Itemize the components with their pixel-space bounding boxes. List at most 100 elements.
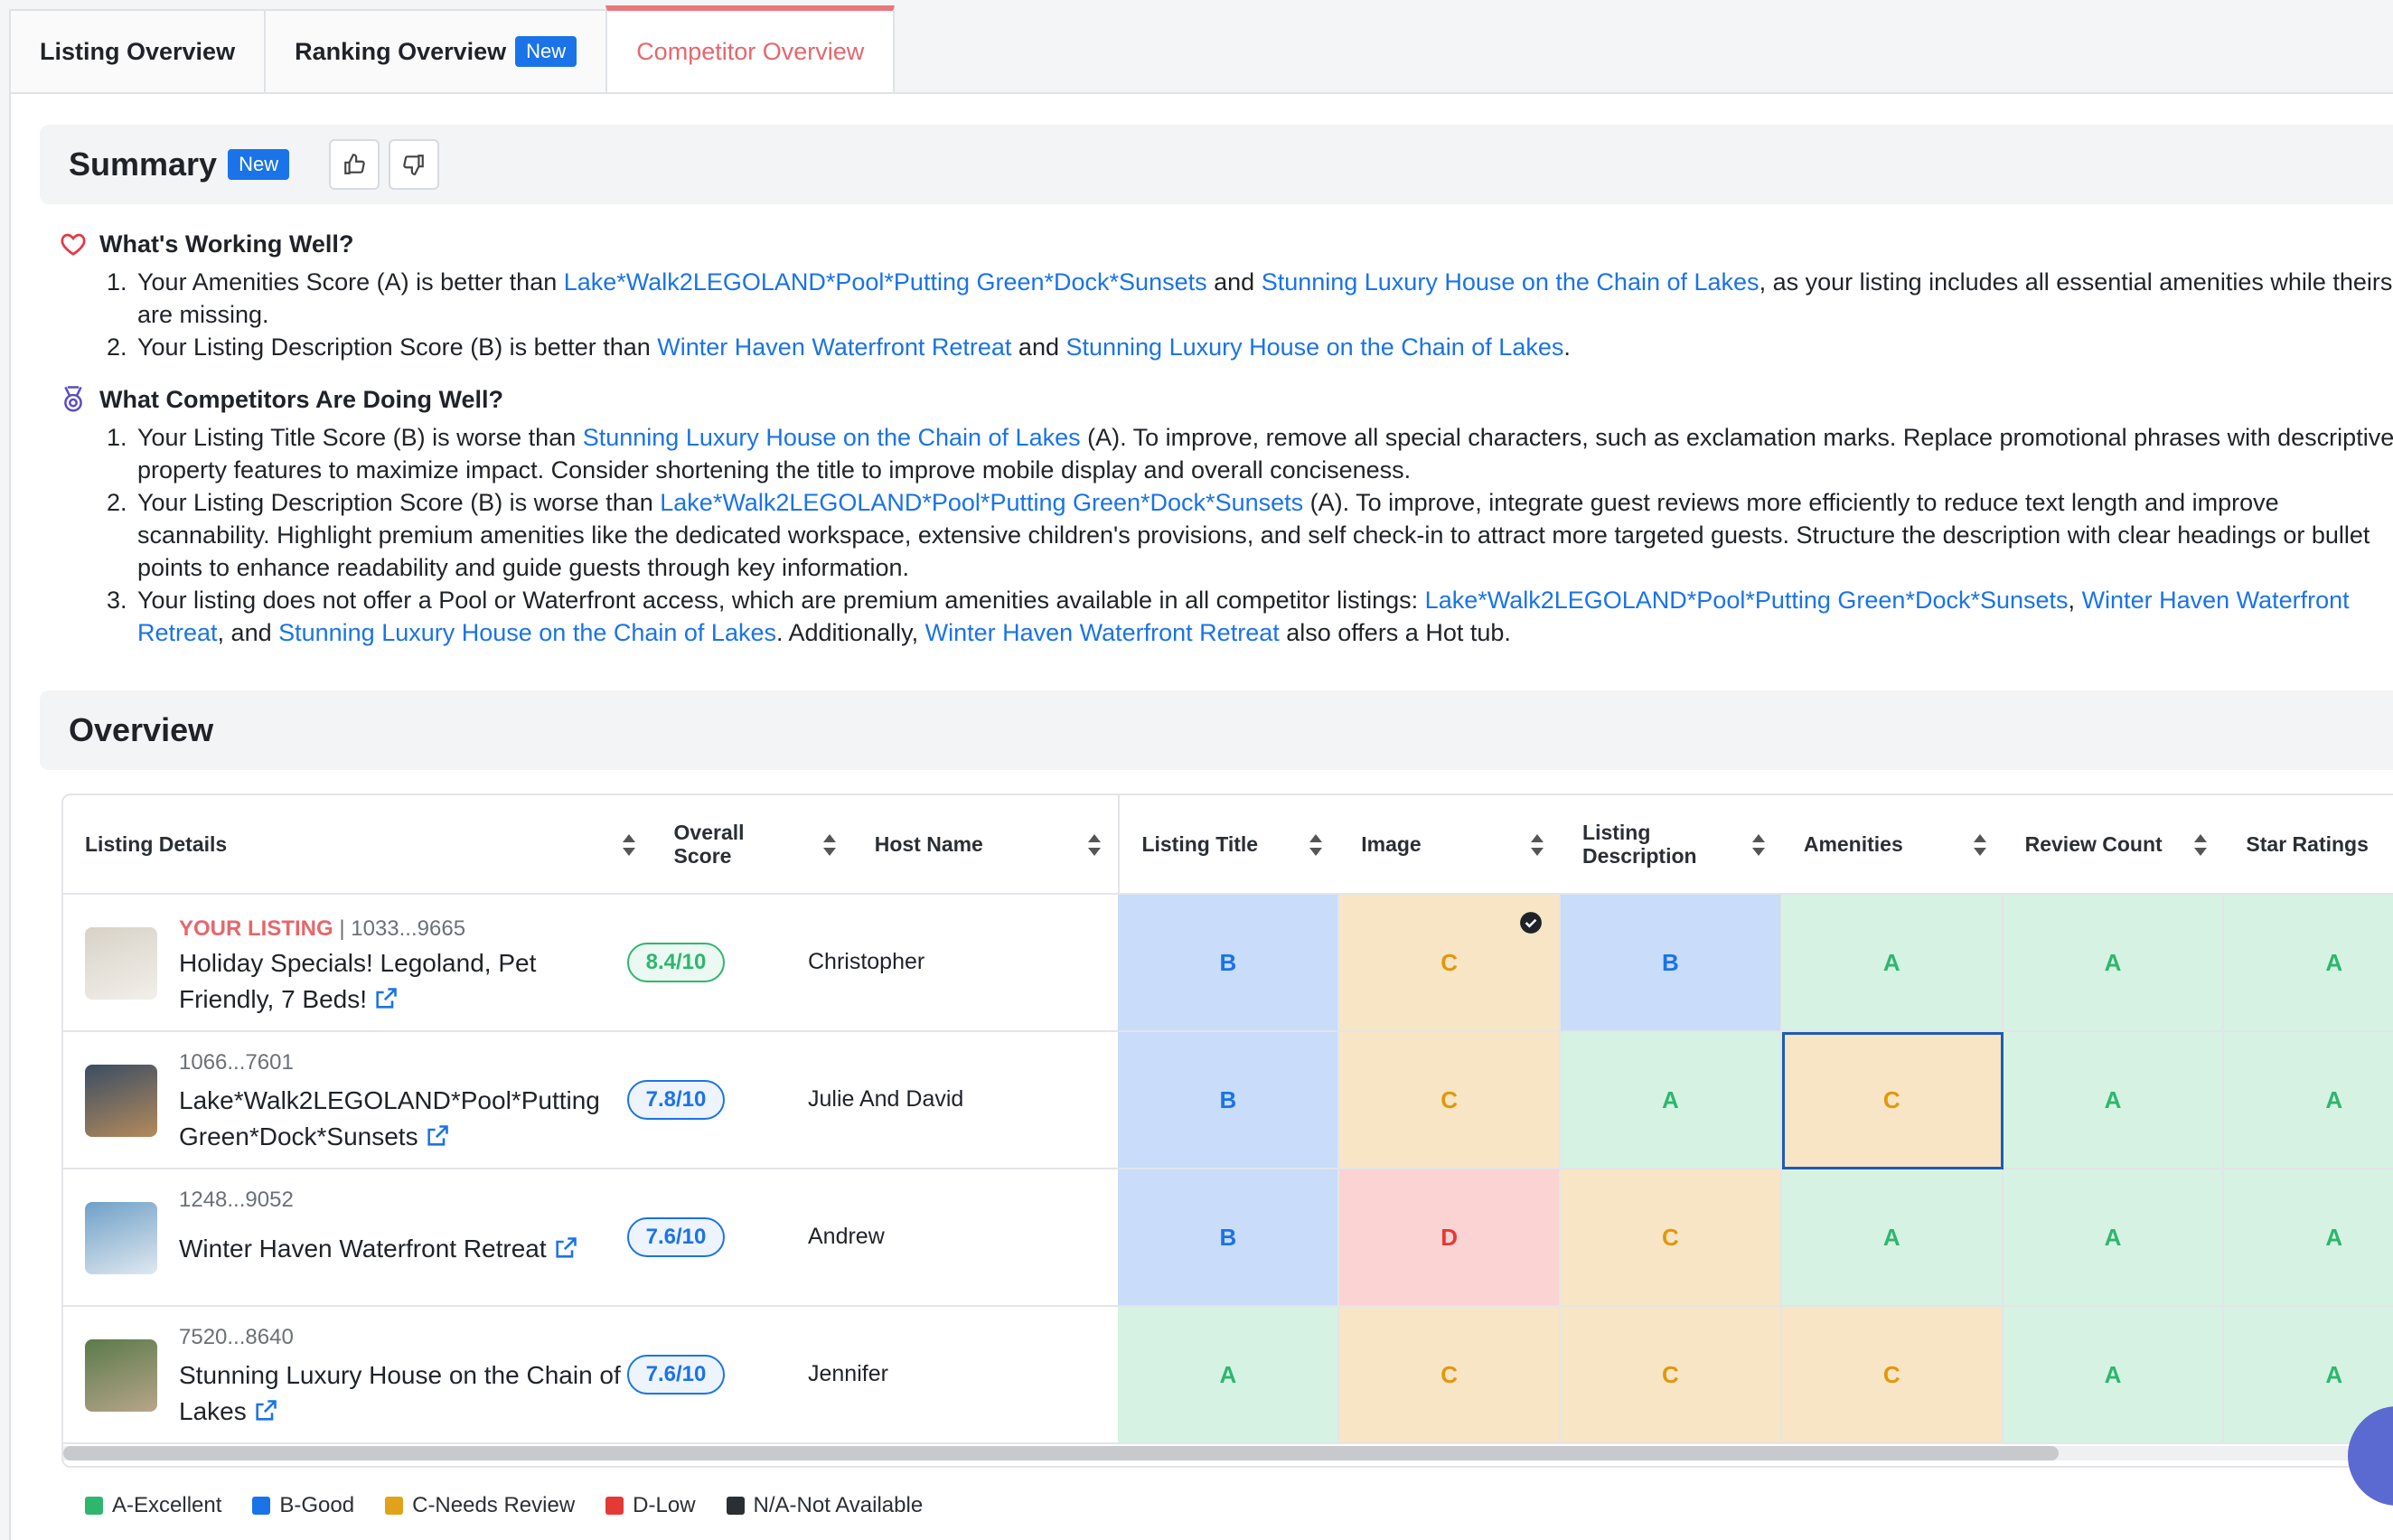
- sort-icon[interactable]: [1309, 833, 1323, 857]
- sort-icon[interactable]: [1087, 833, 1102, 857]
- grade-cell[interactable]: A: [2003, 1032, 2225, 1169]
- sort-icon[interactable]: [1973, 833, 1987, 857]
- grade-cell[interactable]: C: [1339, 1307, 1562, 1444]
- sort-icon[interactable]: [1751, 833, 1766, 857]
- column-header[interactable]: Star Ratings: [2224, 795, 2393, 895]
- listing-title[interactable]: Holiday Specials! Legoland, Pet Friendly…: [179, 945, 622, 1018]
- grade-letter: A: [1882, 948, 1900, 976]
- listing-title[interactable]: Lake*Walk2LEGOLAND*Pool*Putting Green*Do…: [179, 1083, 622, 1155]
- grade-cell[interactable]: A: [2224, 1169, 2393, 1307]
- grade-cell[interactable]: A: [1561, 1032, 1782, 1169]
- legend-label: D-Low: [633, 1493, 696, 1517]
- listing-link[interactable]: Stunning Luxury House on the Chain of La…: [582, 424, 1081, 451]
- listing-thumbnail[interactable]: [85, 927, 157, 1000]
- listing-link[interactable]: Winter Haven Waterfront Retreat: [137, 587, 2350, 646]
- legend-item: N/A-Not Available: [726, 1493, 923, 1518]
- external-link-icon[interactable]: [372, 986, 399, 1011]
- new-badge: New: [228, 149, 290, 180]
- listing-link[interactable]: Stunning Luxury House on the Chain of La…: [1261, 268, 1760, 296]
- listing-link[interactable]: Lake*Walk2LEGOLAND*Pool*Putting Green*Do…: [1424, 587, 2069, 614]
- column-header-label: Listing Details: [85, 832, 228, 856]
- grade-cell[interactable]: B: [1561, 895, 1782, 1032]
- grade-cell[interactable]: A: [2003, 895, 2225, 1032]
- thumbs-up-button[interactable]: [329, 139, 380, 190]
- horizontal-scrollbar[interactable]: [63, 1446, 2393, 1460]
- summary-point: Your Listing Description Score (B) is be…: [134, 331, 2393, 363]
- grade-cell[interactable]: D: [1339, 1169, 1562, 1307]
- sort-icon[interactable]: [622, 833, 636, 857]
- tab-listing-overview[interactable]: Listing Overview: [9, 9, 267, 92]
- legend-swatch: [85, 1497, 103, 1515]
- external-link-icon[interactable]: [424, 1123, 451, 1149]
- grade-cell[interactable]: C: [1561, 1307, 1782, 1444]
- column-header[interactable]: Listing Description: [1561, 795, 1782, 895]
- grade-cell[interactable]: A: [2003, 1307, 2225, 1444]
- grade-cell[interactable]: A: [1118, 1307, 1340, 1444]
- point-text: and: [1011, 333, 1066, 361]
- grade-cell[interactable]: A: [2224, 1032, 2393, 1169]
- sort-icon[interactable]: [822, 833, 837, 857]
- grade-letter: C: [1440, 1085, 1459, 1113]
- tab-label: Competitor Overview: [636, 37, 865, 65]
- column-header[interactable]: Listing Title: [1118, 795, 1340, 895]
- point-text: ,: [2068, 587, 2082, 614]
- listing-link[interactable]: Winter Haven Waterfront Retreat: [657, 333, 1012, 361]
- column-header[interactable]: Overall Score: [652, 795, 853, 895]
- column-header[interactable]: Listing Details: [63, 795, 652, 895]
- grade-cell[interactable]: C: [1781, 1307, 2004, 1444]
- column-header[interactable]: Host Name: [852, 795, 1119, 895]
- tab-ranking-overview[interactable]: Ranking Overview New: [264, 9, 608, 92]
- sort-icon[interactable]: [2193, 833, 2208, 857]
- host-name: Julie And David: [808, 1086, 964, 1112]
- listing-link[interactable]: Lake*Walk2LEGOLAND*Pool*Putting Green*Do…: [660, 489, 1304, 516]
- column-header[interactable]: Amenities: [1781, 795, 2004, 895]
- grade-cell[interactable]: C: [1339, 1032, 1562, 1169]
- overall-score-badge: 7.8/10: [627, 1080, 725, 1120]
- competitors-heading: What Competitors Are Doing Well?: [60, 381, 2393, 418]
- grade-letter: C: [1882, 1085, 1900, 1113]
- column-header-label: Overall Score: [673, 821, 745, 868]
- grade-letter: A: [2325, 1223, 2343, 1251]
- listing-id-text: 1248...9052: [179, 1188, 294, 1212]
- grade-letter: C: [1440, 948, 1459, 976]
- column-header[interactable]: Review Count: [2003, 795, 2225, 895]
- grade-letter: A: [2104, 1085, 2122, 1113]
- grade-cell[interactable]: C: [1339, 895, 1562, 1032]
- column-header-label: Review Count: [2024, 832, 2163, 856]
- grade-cell[interactable]: B: [1118, 895, 1340, 1032]
- listing-link[interactable]: Winter Haven Waterfront Retreat: [924, 619, 1280, 646]
- grade-cell[interactable]: A: [1781, 895, 2004, 1032]
- listing-thumbnail[interactable]: [85, 1065, 157, 1137]
- score-host-cell: [652, 1169, 1119, 1307]
- grade-cell[interactable]: A: [2224, 895, 2393, 1032]
- listing-link[interactable]: Lake*Walk2LEGOLAND*Pool*Putting Green*Do…: [563, 268, 1207, 296]
- grade-cell[interactable]: C: [1561, 1169, 1782, 1307]
- listing-thumbnail[interactable]: [85, 1202, 157, 1274]
- grade-cell[interactable]: C: [1781, 1032, 2004, 1169]
- tab-competitor-overview[interactable]: Competitor Overview: [605, 5, 896, 92]
- external-link-icon[interactable]: [552, 1235, 579, 1261]
- external-link-icon[interactable]: [252, 1398, 279, 1423]
- grade-letter: A: [1662, 1085, 1679, 1113]
- grade-cell[interactable]: A: [2003, 1169, 2225, 1307]
- sort-icon[interactable]: [1530, 833, 1544, 857]
- point-text: (A). To improve, remove all special char…: [137, 424, 2393, 484]
- working-well-list: Your Amenities Score (A) is better than …: [60, 266, 2393, 363]
- listing-link[interactable]: Stunning Luxury House on the Chain of La…: [1065, 333, 1564, 361]
- working-well-heading: What's Working Well?: [60, 226, 2393, 262]
- grade-letter: A: [2104, 1223, 2122, 1251]
- grade-cell[interactable]: B: [1118, 1169, 1340, 1307]
- column-header-label: Listing Description: [1582, 821, 1697, 868]
- listing-link[interactable]: Stunning Luxury House on the Chain of La…: [278, 619, 776, 646]
- listing-title[interactable]: Winter Haven Waterfront Retreat: [179, 1231, 622, 1267]
- listing-title[interactable]: Stunning Luxury House on the Chain of La…: [179, 1357, 622, 1430]
- grade-cell[interactable]: A: [1781, 1169, 2004, 1307]
- thumbs-down-button[interactable]: [389, 139, 440, 190]
- column-header[interactable]: Image: [1339, 795, 1562, 895]
- scrollbar-thumb[interactable]: [63, 1446, 2059, 1460]
- point-text: Your Listing Description Score (B) is be…: [137, 333, 658, 361]
- grade-cell[interactable]: B: [1118, 1032, 1340, 1169]
- grade-letter: A: [2325, 1360, 2343, 1388]
- listing-thumbnail[interactable]: [85, 1339, 157, 1412]
- column-header-label: Image: [1361, 832, 1422, 856]
